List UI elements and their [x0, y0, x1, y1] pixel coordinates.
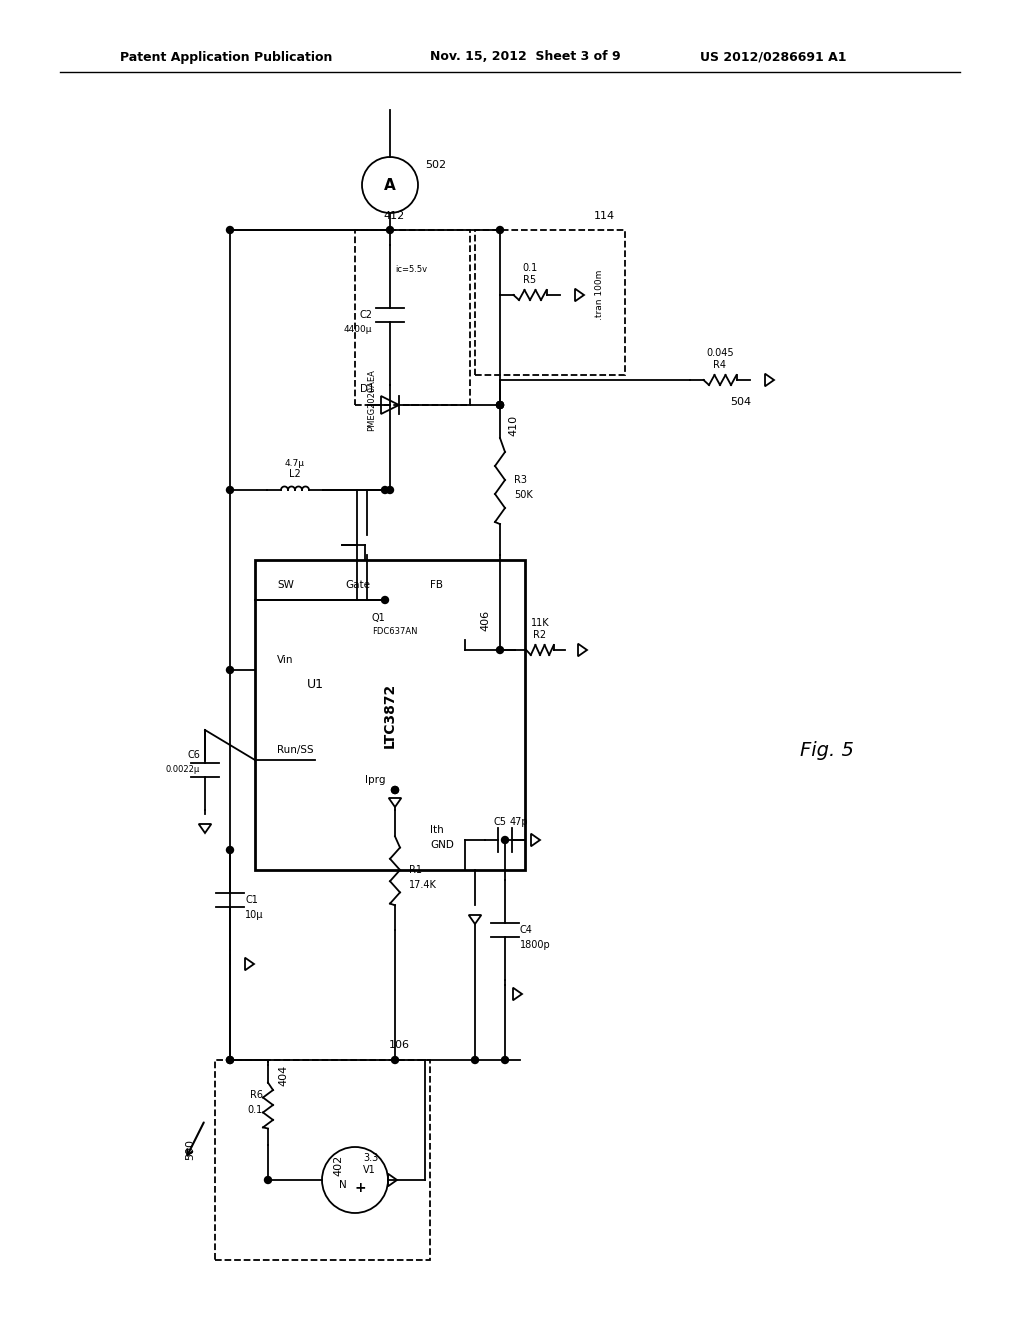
Bar — [355, 230, 470, 405]
Text: 4400µ: 4400µ — [343, 326, 372, 334]
Text: 0.1: 0.1 — [248, 1105, 263, 1115]
Text: 0.1: 0.1 — [522, 263, 538, 273]
Text: 10µ: 10µ — [245, 909, 263, 920]
Text: Ith: Ith — [430, 825, 443, 836]
Bar — [475, 230, 625, 375]
Text: 17.4K: 17.4K — [409, 880, 437, 890]
Text: 504: 504 — [730, 397, 752, 407]
Text: R4: R4 — [714, 360, 726, 370]
Text: C1: C1 — [245, 895, 258, 906]
Text: 406: 406 — [480, 610, 490, 631]
Bar — [215, 1060, 430, 1261]
Text: Fig. 5: Fig. 5 — [800, 741, 854, 759]
Text: 0.0022µ: 0.0022µ — [166, 766, 200, 775]
Circle shape — [497, 401, 504, 408]
Text: 0.045: 0.045 — [707, 348, 734, 358]
Text: V1: V1 — [362, 1166, 376, 1175]
Text: 502: 502 — [425, 160, 446, 170]
Bar — [255, 560, 525, 870]
Circle shape — [226, 1056, 233, 1064]
Circle shape — [391, 787, 398, 793]
Text: R5: R5 — [523, 275, 537, 285]
Circle shape — [226, 487, 233, 494]
Text: Iprg: Iprg — [365, 775, 385, 785]
Text: R6: R6 — [250, 1090, 263, 1100]
Text: C5: C5 — [494, 817, 507, 828]
Text: R3: R3 — [514, 475, 527, 484]
Circle shape — [226, 227, 233, 234]
Text: Nov. 15, 2012  Sheet 3 of 9: Nov. 15, 2012 Sheet 3 of 9 — [430, 50, 621, 63]
Circle shape — [497, 401, 504, 408]
Text: 114: 114 — [594, 211, 615, 220]
Circle shape — [226, 846, 233, 854]
Text: ic=5.5v: ic=5.5v — [395, 265, 427, 275]
Text: C2: C2 — [359, 310, 372, 319]
Circle shape — [502, 1056, 509, 1064]
Text: C4: C4 — [520, 925, 532, 935]
Text: Run/SS: Run/SS — [278, 744, 313, 755]
Text: Patent Application Publication: Patent Application Publication — [120, 50, 333, 63]
Text: 404: 404 — [278, 1064, 288, 1085]
Text: 106: 106 — [389, 1040, 410, 1049]
Text: 50K: 50K — [514, 490, 532, 500]
Text: U1: U1 — [306, 678, 324, 692]
Text: Vin: Vin — [278, 655, 294, 665]
Circle shape — [226, 1056, 233, 1064]
Text: 4.7µ: 4.7µ — [285, 458, 305, 467]
Text: +: + — [354, 1181, 366, 1195]
Text: SW: SW — [278, 579, 294, 590]
Circle shape — [264, 1176, 271, 1184]
Text: 11K: 11K — [530, 618, 549, 628]
Circle shape — [391, 1056, 398, 1064]
Text: FDC637AN: FDC637AN — [372, 627, 418, 635]
Circle shape — [497, 401, 504, 408]
Circle shape — [386, 487, 393, 494]
Text: L2: L2 — [289, 469, 301, 479]
Circle shape — [497, 227, 504, 234]
Text: 500: 500 — [185, 1139, 195, 1160]
Text: Q1: Q1 — [372, 612, 386, 623]
Text: LTC3872: LTC3872 — [383, 682, 397, 747]
Text: Gate: Gate — [345, 579, 370, 590]
Circle shape — [471, 1056, 478, 1064]
Text: N: N — [339, 1180, 347, 1191]
Text: 3.3: 3.3 — [362, 1152, 378, 1163]
Text: 47p: 47p — [510, 817, 528, 828]
Text: 1800p: 1800p — [520, 940, 551, 950]
Text: US 2012/0286691 A1: US 2012/0286691 A1 — [700, 50, 847, 63]
Circle shape — [391, 787, 398, 793]
Text: R2: R2 — [534, 630, 547, 640]
Circle shape — [226, 667, 233, 673]
Text: R1: R1 — [409, 865, 422, 875]
Text: A: A — [384, 177, 396, 193]
Text: .tran 100m: .tran 100m — [595, 269, 604, 321]
Circle shape — [502, 837, 509, 843]
Text: FB: FB — [430, 579, 443, 590]
Text: 410: 410 — [508, 414, 518, 436]
Circle shape — [382, 487, 388, 494]
Text: 412: 412 — [383, 211, 404, 220]
Text: C6: C6 — [187, 750, 200, 760]
Text: PMEG2020AEA: PMEG2020AEA — [368, 370, 377, 430]
Circle shape — [382, 597, 388, 603]
Circle shape — [497, 647, 504, 653]
Text: D1: D1 — [360, 384, 375, 393]
Text: GND: GND — [430, 840, 454, 850]
Circle shape — [386, 227, 393, 234]
Text: 402: 402 — [333, 1155, 343, 1176]
